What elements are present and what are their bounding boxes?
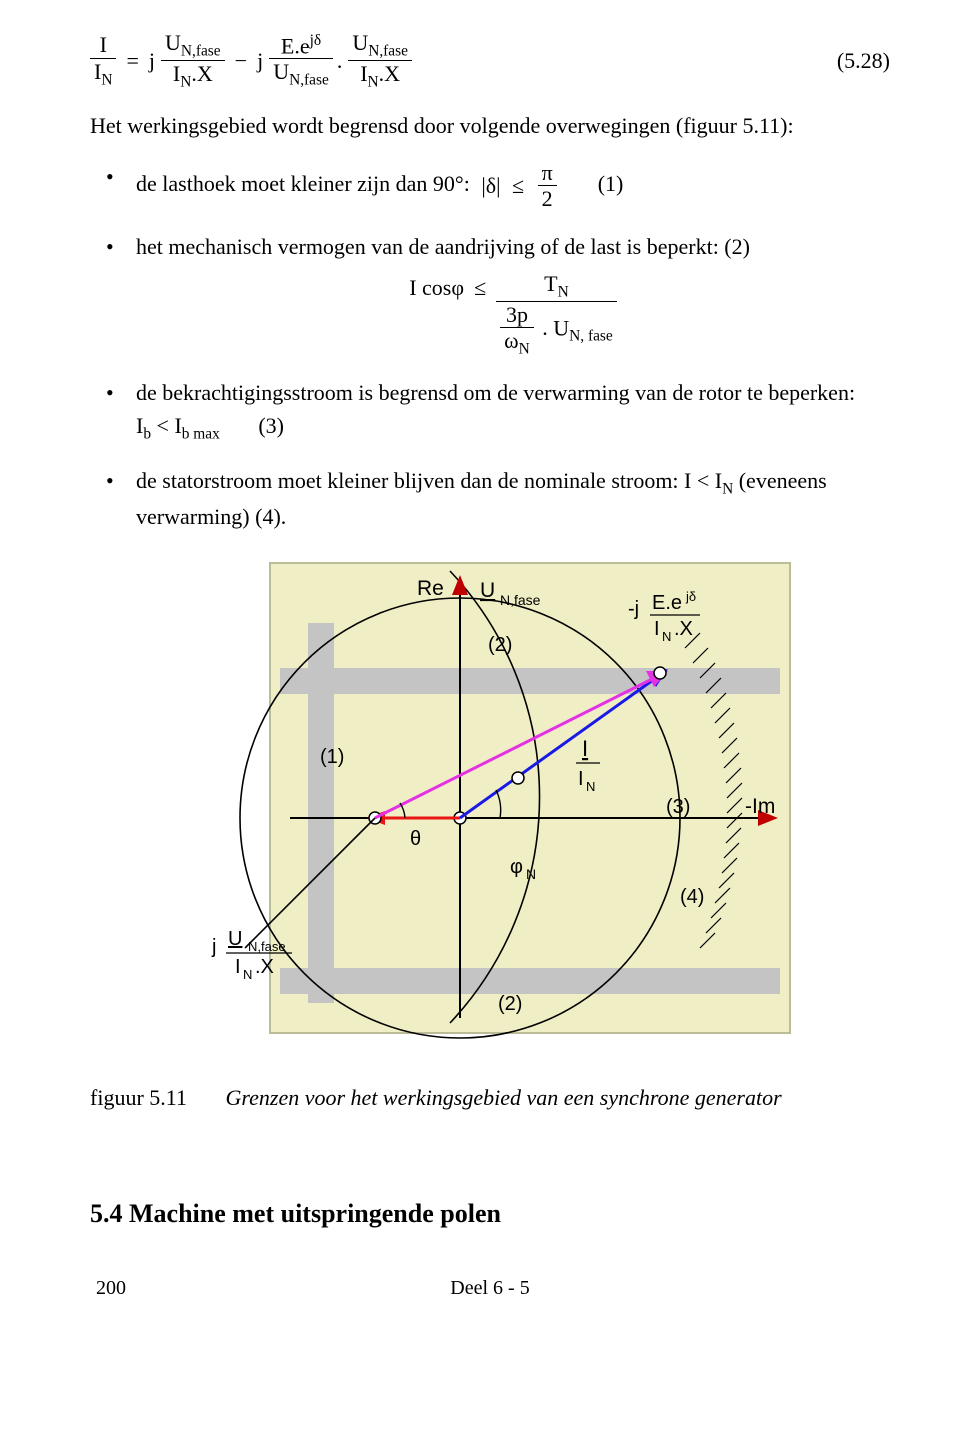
label-Re: Re (417, 577, 444, 600)
caption-label: figuur 5.11 (90, 1081, 220, 1114)
svg-text:I: I (654, 618, 660, 640)
page-number-left: 200 (96, 1273, 126, 1303)
svg-text:(2): (2) (498, 993, 522, 1015)
equation-5-28: I IN = j UN,fase IN.X − j E.ejδ UN,fase … (90, 30, 890, 91)
svg-text:(1): (1) (320, 746, 344, 768)
term1-num: UN,fase (161, 30, 225, 61)
term2-num: E.ejδ (269, 32, 333, 60)
svg-text:N,fase: N,fase (500, 592, 541, 608)
svg-text:-Im: -Im (745, 795, 775, 818)
svg-text:(4): (4) (680, 886, 704, 908)
svg-text:(3): (3) (666, 796, 690, 818)
term2-den: UN,fase (269, 59, 333, 89)
svg-text:.X: .X (674, 618, 693, 640)
footer-center: Deel 6 - 5 (450, 1273, 529, 1303)
bullet-1: de lasthoek moet kleiner zijn dan 90°: |… (136, 160, 890, 212)
svg-text:I: I (578, 768, 584, 790)
term1-den: IN.X (161, 61, 225, 91)
svg-text:j: j (211, 936, 216, 958)
svg-text:φ: φ (510, 856, 523, 878)
bullet-4: de statorstroom moet kleiner blijven dan… (136, 464, 890, 534)
svg-text:N,fase: N,fase (248, 939, 286, 954)
term3-den: IN.X (348, 61, 412, 91)
j2: j (257, 44, 263, 77)
equation-number: (5.28) (837, 44, 890, 77)
svg-text:I: I (582, 736, 588, 761)
minus: − (225, 44, 257, 77)
frac-I-den: IN (90, 59, 116, 89)
bullet-2: het mechanisch vermogen van de aandrijvi… (136, 230, 890, 358)
caption-text: Grenzen voor het werkingsgebied van een … (226, 1085, 782, 1110)
svg-text:jδ: jδ (685, 589, 696, 604)
svg-text:N: N (662, 629, 671, 644)
j1: j (149, 44, 155, 77)
dot: . (337, 44, 343, 77)
svg-text:N: N (586, 779, 595, 794)
svg-text:.X: .X (255, 956, 274, 978)
svg-text:U: U (480, 579, 495, 602)
svg-text:θ: θ (410, 828, 421, 850)
svg-text:(2): (2) (488, 634, 512, 656)
svg-text:-j: -j (628, 598, 639, 620)
svg-text:I: I (235, 956, 241, 978)
section-heading: 5.4 Machine met uitspringende polen (90, 1194, 890, 1233)
term3-num: UN,fase (348, 30, 412, 61)
svg-text:N: N (526, 866, 536, 882)
svg-text:N: N (243, 967, 252, 982)
svg-text:U: U (228, 928, 242, 950)
bullet-3: de bekrachtigingsstroom is begrensd om d… (136, 376, 890, 446)
frac-I-num: I (90, 32, 116, 58)
svg-text:E.e: E.e (652, 592, 682, 614)
figure-caption: figuur 5.11 Grenzen voor het werkingsgeb… (90, 1081, 890, 1114)
intro-paragraph: Het werkingsgebied wordt begrensd door v… (90, 109, 890, 142)
equals: = (116, 44, 148, 77)
figure-5-11: Re U N,fase -j E.e jδ I N .X (2) (1) I I… (180, 553, 800, 1053)
